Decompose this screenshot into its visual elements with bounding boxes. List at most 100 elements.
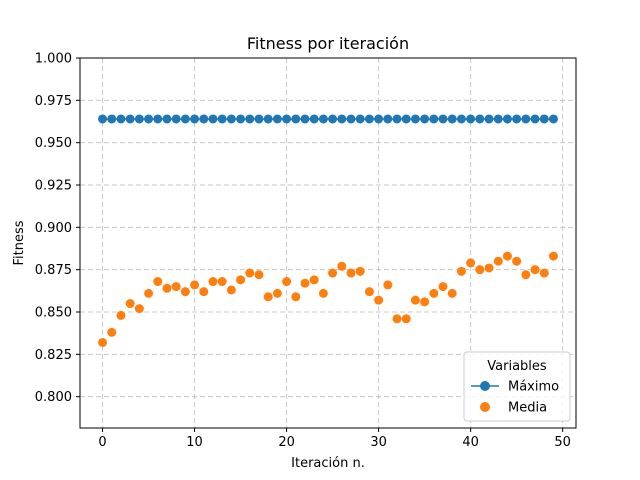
data-point-maximo [263,114,273,124]
data-point-maximo [502,114,512,124]
plot-frame [79,57,577,429]
y-tick-label: 0.825 [35,348,72,363]
y-tick-label: 0.850 [35,306,72,321]
data-point-media [401,314,411,324]
data-point-media [226,285,236,295]
y-tick-label: 0.800 [35,390,72,405]
data-point-media [337,261,347,271]
x-tick-label: 0 [98,435,106,450]
data-point-media [116,310,126,320]
data-point-maximo [162,114,172,124]
legend-title: Variables [487,359,547,374]
series-media [98,251,558,347]
data-point-media [254,270,264,280]
data-point-media [134,304,144,314]
data-point-media [171,282,181,292]
data-point-maximo [116,114,126,124]
data-point-maximo [300,114,310,124]
data-point-maximo [493,114,503,124]
data-point-maximo [180,114,190,124]
x-tick-label: 10 [186,435,203,450]
data-point-media [539,268,549,278]
data-point-maximo [208,114,218,124]
data-point-media [208,277,218,287]
x-tick-label: 30 [370,435,387,450]
data-point-maximo [226,114,236,124]
data-point-media [410,295,420,305]
data-point-maximo [420,114,430,124]
y-axis-label: Fitness [12,220,27,265]
data-point-media [107,327,117,337]
data-point-media [346,268,356,278]
data-point-maximo [236,114,246,124]
data-point-media [309,275,319,285]
data-point-maximo [199,114,209,124]
data-point-maximo [364,114,374,124]
data-point-media [484,263,494,273]
data-point-media [475,265,485,275]
data-point-media [217,277,227,287]
data-point-maximo [245,114,255,124]
data-point-maximo [282,114,292,124]
data-point-media [144,288,154,298]
y-tick-label: 0.950 [35,136,72,151]
data-point-maximo [548,114,558,124]
data-point-maximo [318,114,328,124]
data-point-media [355,266,365,276]
data-point-media [429,288,439,298]
data-point-media [392,314,402,324]
series-layer [98,114,558,347]
data-point-maximo [107,114,117,124]
data-point-maximo [153,114,163,124]
data-point-maximo [134,114,144,124]
data-point-maximo [190,114,200,124]
data-point-media [199,287,209,297]
data-point-maximo [530,114,540,124]
data-point-media [153,277,163,287]
data-point-media [328,268,338,278]
data-point-maximo [383,114,393,124]
data-point-media [236,275,246,285]
y-tick-label: 0.900 [35,221,72,236]
data-point-media [282,277,292,287]
data-point-media [512,256,522,266]
data-point-media [466,258,476,268]
x-tick-label: 20 [278,435,295,450]
data-point-maximo [328,114,338,124]
data-point-media [383,280,393,290]
data-point-media [162,283,172,293]
data-point-maximo [374,114,384,124]
data-point-maximo [447,114,457,124]
data-point-maximo [456,114,466,124]
data-point-media [420,297,430,307]
ticks: 0 10 20 30 40 50 0.800 0.825 0.850 0.875 0.900 0.92… [35,52,571,451]
data-point-maximo [475,114,485,124]
data-point-media [438,282,448,292]
data-point-media [190,280,200,290]
x-tick-label: 50 [554,435,571,450]
data-point-media [318,288,328,298]
data-point-media [291,292,301,302]
data-point-media [180,287,190,297]
data-point-media [456,266,466,276]
data-point-maximo [98,114,108,124]
data-point-maximo [272,114,282,124]
data-point-media [98,337,108,347]
data-point-media [502,251,512,261]
data-point-media [364,287,374,297]
data-point-maximo [125,114,135,124]
data-point-maximo [217,114,227,124]
data-point-maximo [438,114,448,124]
data-point-maximo [254,114,264,124]
data-point-maximo [512,114,522,124]
data-point-maximo [309,114,319,124]
data-point-media [548,251,558,261]
data-point-maximo [144,114,154,124]
data-point-media [374,295,384,305]
data-point-maximo [392,114,402,124]
data-point-maximo [429,114,439,124]
legend-marker-maximo [480,381,490,391]
legend-box [463,351,571,422]
data-point-maximo [410,114,420,124]
